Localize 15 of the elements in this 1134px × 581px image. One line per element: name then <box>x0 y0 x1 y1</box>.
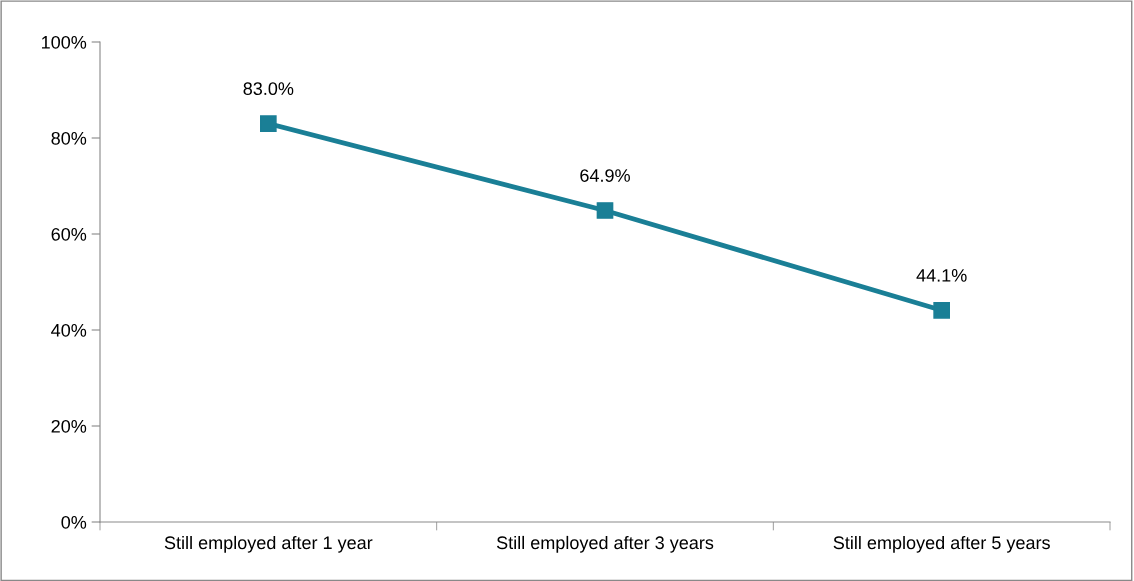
data-label: 64.9% <box>580 169 630 182</box>
x-tick-label: Still employed after 5 years <box>833 535 1050 553</box>
x-tick-label: Still employed after 1 year <box>164 535 373 553</box>
y-tick-label: 40% <box>51 323 87 337</box>
y-tick-label: 20% <box>51 419 87 433</box>
point <box>596 202 614 219</box>
data-label: 83.0% <box>243 82 294 96</box>
x-tick-label: Still employed after 3 years <box>496 535 714 553</box>
y-tick-label: 80% <box>51 131 87 145</box>
point <box>259 115 277 132</box>
data-label: 44.1% <box>916 269 967 282</box>
point <box>933 301 951 319</box>
y-tick-label: 0% <box>61 515 87 529</box>
y-tick-label: 60% <box>51 227 87 241</box>
y-tick-label: 100% <box>42 35 87 49</box>
